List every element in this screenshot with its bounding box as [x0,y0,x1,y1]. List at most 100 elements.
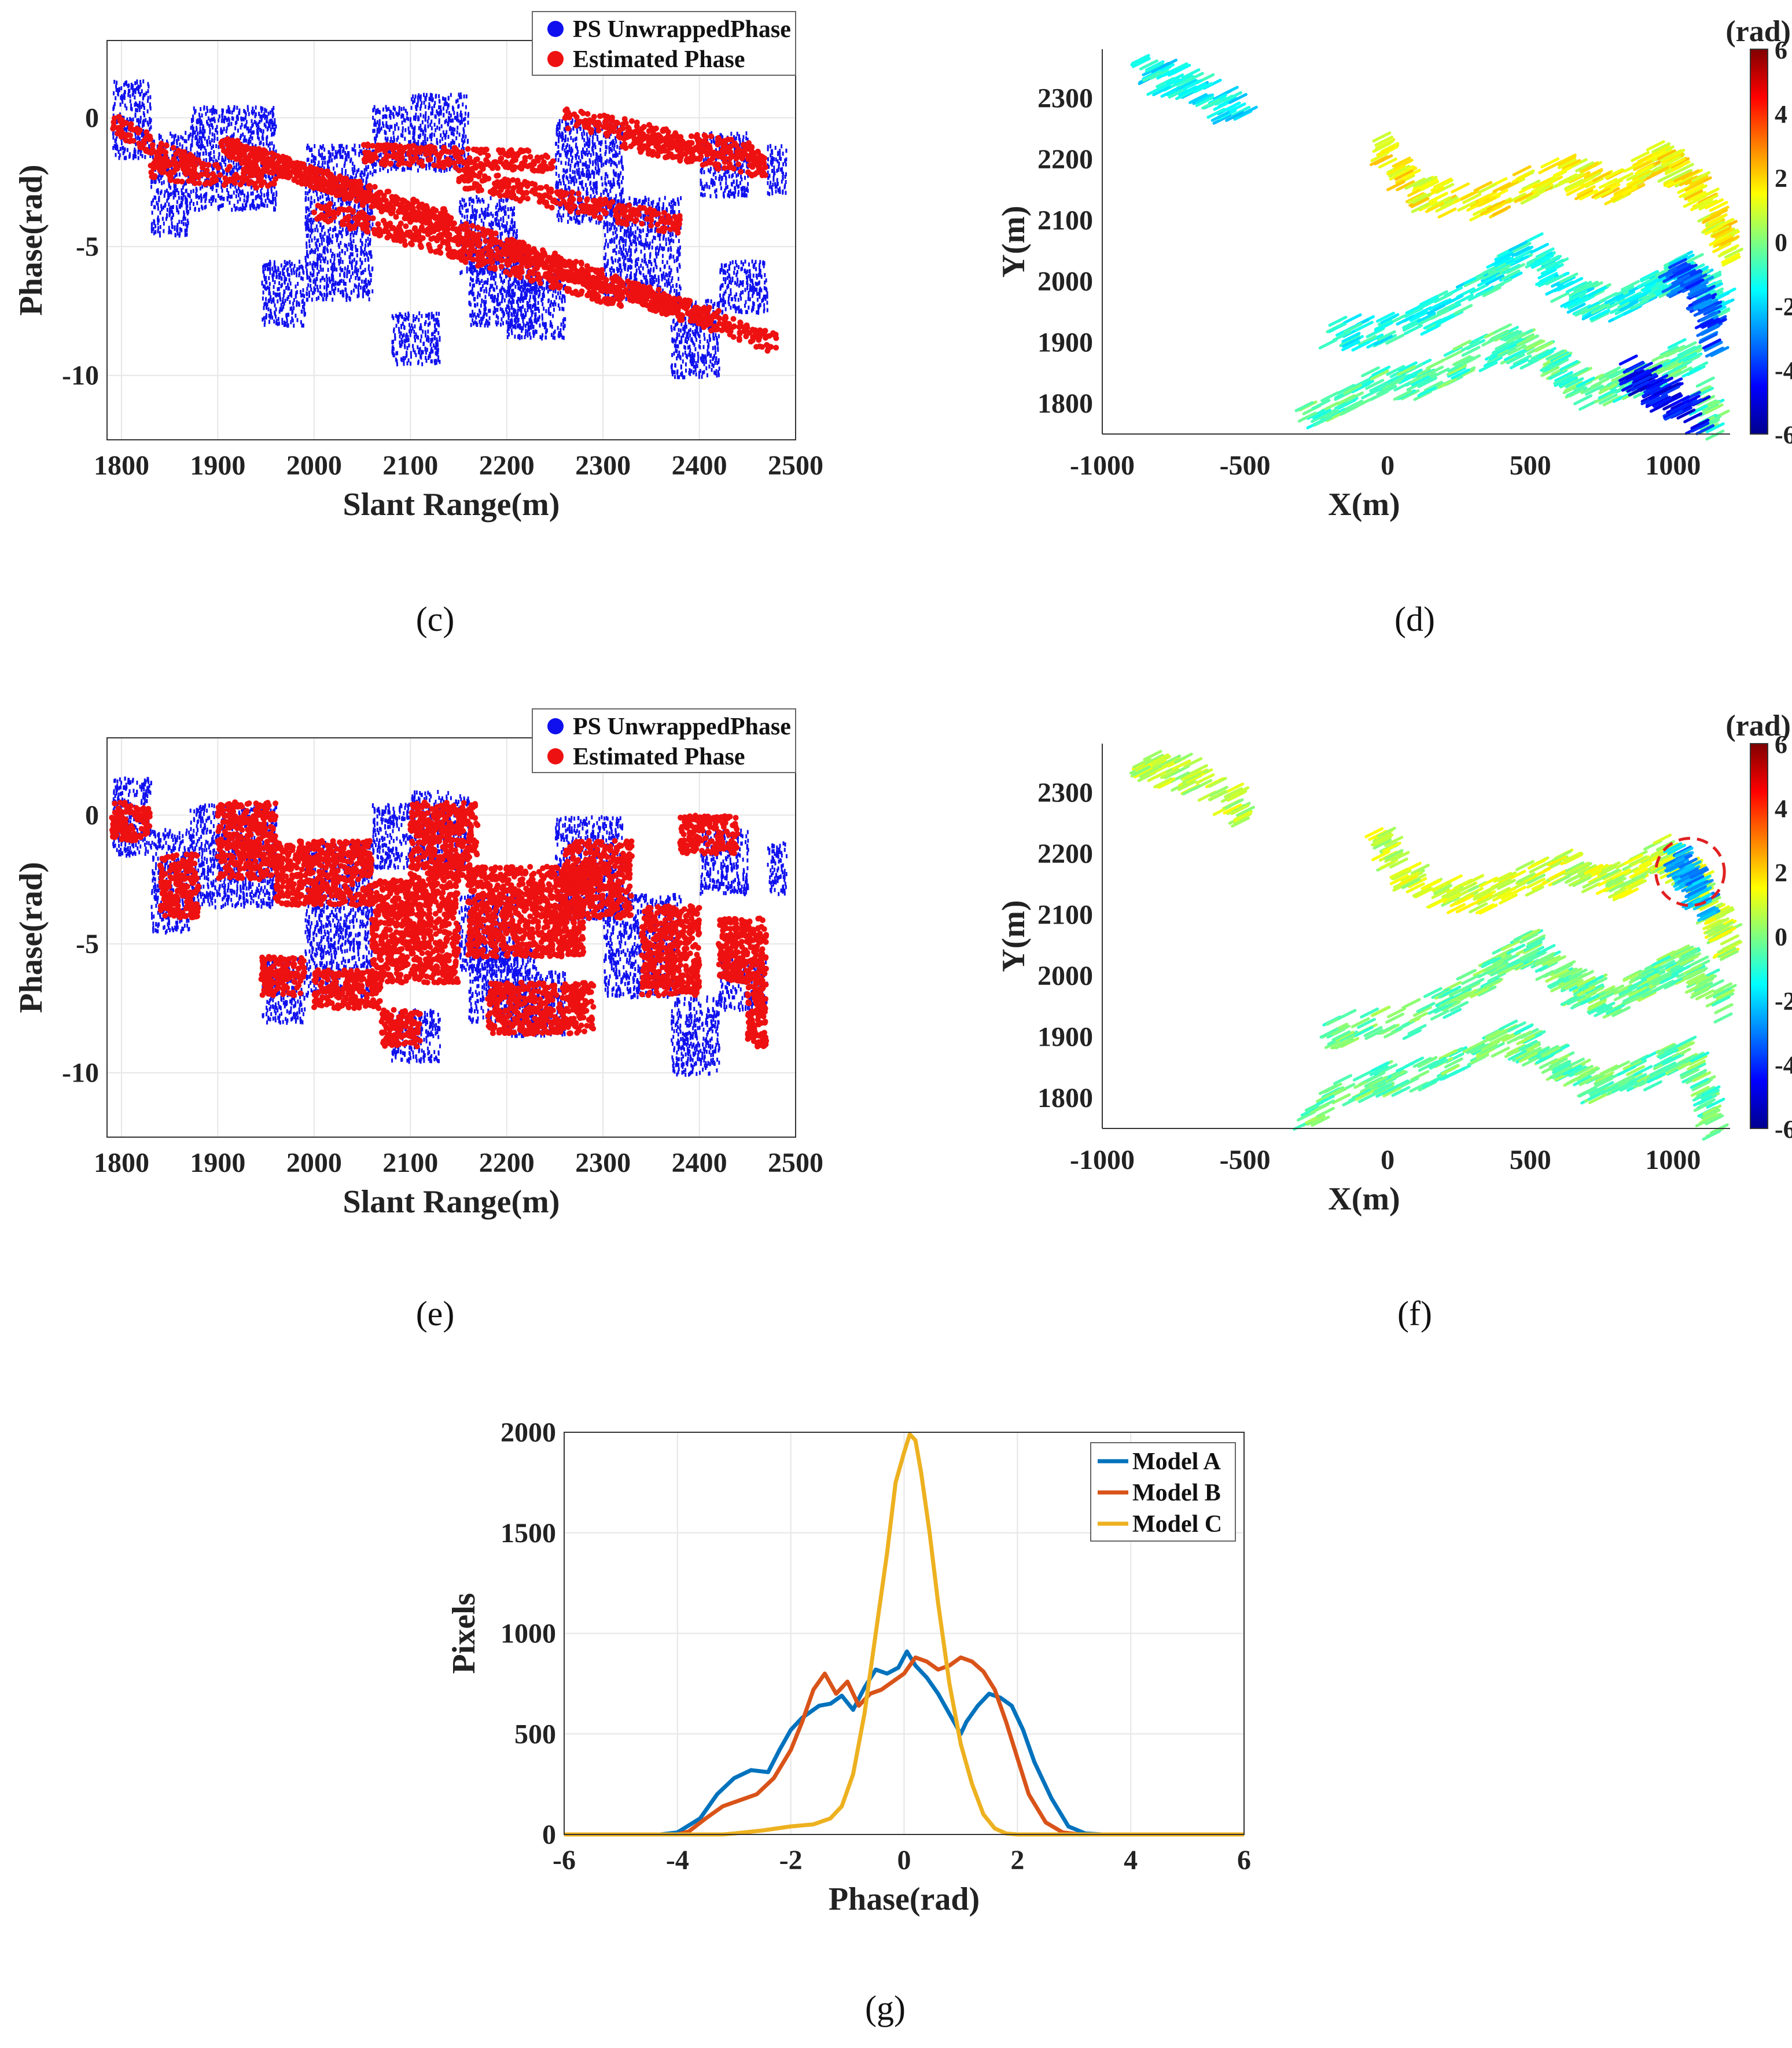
ps-point [319,253,321,258]
ps-point [437,355,440,359]
ps-point [152,198,154,203]
ps-point [427,329,429,334]
ps-point [244,182,246,186]
ps-point [498,219,500,223]
ps-point [404,118,406,123]
ps-point [522,322,525,327]
ps-point [217,193,219,198]
ps-point [498,208,500,212]
ps-point [427,124,429,128]
ps-point [447,120,450,124]
ps-point [478,271,480,275]
ps-point [547,299,550,303]
ps-point [398,326,400,331]
ps-point [385,115,388,119]
ps-point [312,249,314,254]
ps-point [386,138,388,142]
ps-point [172,205,174,209]
ps-point [264,124,267,128]
ps-point [142,93,145,98]
ps-point [354,269,356,274]
ps-point [265,109,267,113]
ps-point [389,124,391,129]
ps-point [345,199,347,204]
ps-point [435,115,437,119]
ps-point [219,196,221,200]
ps-point [535,329,538,334]
ps-point [378,130,380,134]
ps-point [171,142,173,146]
ps-point [295,284,297,289]
ps-point [160,207,163,212]
ps-point [273,297,275,301]
ps-point [308,148,311,152]
ps-point [161,152,163,157]
ps-point [535,284,538,288]
ps-point [513,293,516,298]
ps-point [400,107,403,112]
ps-point [467,120,469,125]
ps-point [314,236,316,241]
ps-point [164,190,166,194]
ps-point [461,120,463,124]
ps-point [438,94,440,98]
ps-point [358,144,360,149]
ps-point [318,219,320,224]
ps-point [538,315,540,319]
ps-point [238,166,240,171]
ps-point [439,336,441,340]
ps-point [402,126,404,131]
ps-point [150,180,153,185]
ps-point [168,182,170,186]
ps-point [518,334,520,339]
ps-point [319,223,322,227]
ps-point [113,79,116,84]
ps-point [168,226,170,230]
ps-point [249,134,252,139]
ps-point [310,200,312,205]
ps-point [271,141,273,146]
ps-point [332,274,334,279]
ps-point [369,273,371,277]
ps-point [371,267,373,271]
ps-point [421,362,424,366]
ps-point [260,140,262,145]
ps-point [255,207,257,211]
ps-point [529,290,531,295]
ps-point [572,138,575,143]
ps-point [345,225,348,229]
ps-point [432,337,434,342]
ps-point [262,142,264,146]
ps-point [268,119,271,124]
ps-point [431,314,433,319]
ps-point [425,111,427,116]
ps-point [494,281,496,286]
ps-point [122,100,124,104]
ps-point [372,116,374,120]
ps-point [126,130,128,135]
ps-point [554,336,556,340]
ps-point [521,279,523,284]
ps-point [522,304,524,309]
ps-point [319,195,322,200]
ps-point [142,111,145,116]
ps-point [349,242,352,247]
ps-point [366,175,369,179]
ps-point [420,325,422,329]
ps-point [537,300,539,305]
ps-point [392,131,395,135]
ps-point [392,140,394,145]
ps-point [275,124,277,129]
ps-point [203,134,205,139]
ps-point [495,217,498,222]
ps-point [496,302,498,307]
ps-point [328,159,330,164]
ps-point [410,105,413,110]
ps-point [221,156,223,160]
ps-point [500,322,502,327]
ps-point [274,185,276,189]
ps-point [587,177,590,181]
ps-point [268,291,271,296]
ps-point [251,119,253,123]
ps-point [385,131,387,135]
